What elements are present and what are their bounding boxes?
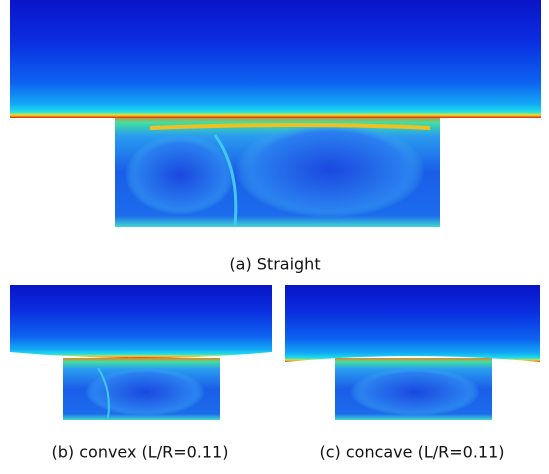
panel-b-image — [10, 285, 272, 420]
caption: (a) Straight — [229, 255, 320, 274]
channel — [10, 0, 541, 118]
page: {"figure": {"panels": [ {"caption": "(a)… — [0, 0, 549, 474]
vortex — [350, 368, 480, 416]
vortex — [235, 122, 425, 218]
channel — [285, 285, 540, 362]
vortex — [125, 135, 235, 215]
figure: (a) Straight (b) convex (L/R=0.11) (c) c… — [0, 0, 549, 474]
channel — [10, 285, 272, 358]
caption: (c) concave (L/R=0.11) — [319, 443, 504, 462]
panel-c-image — [285, 285, 540, 420]
panel-a-image — [10, 0, 541, 227]
caption: (b) convex (L/R=0.11) — [52, 443, 229, 462]
